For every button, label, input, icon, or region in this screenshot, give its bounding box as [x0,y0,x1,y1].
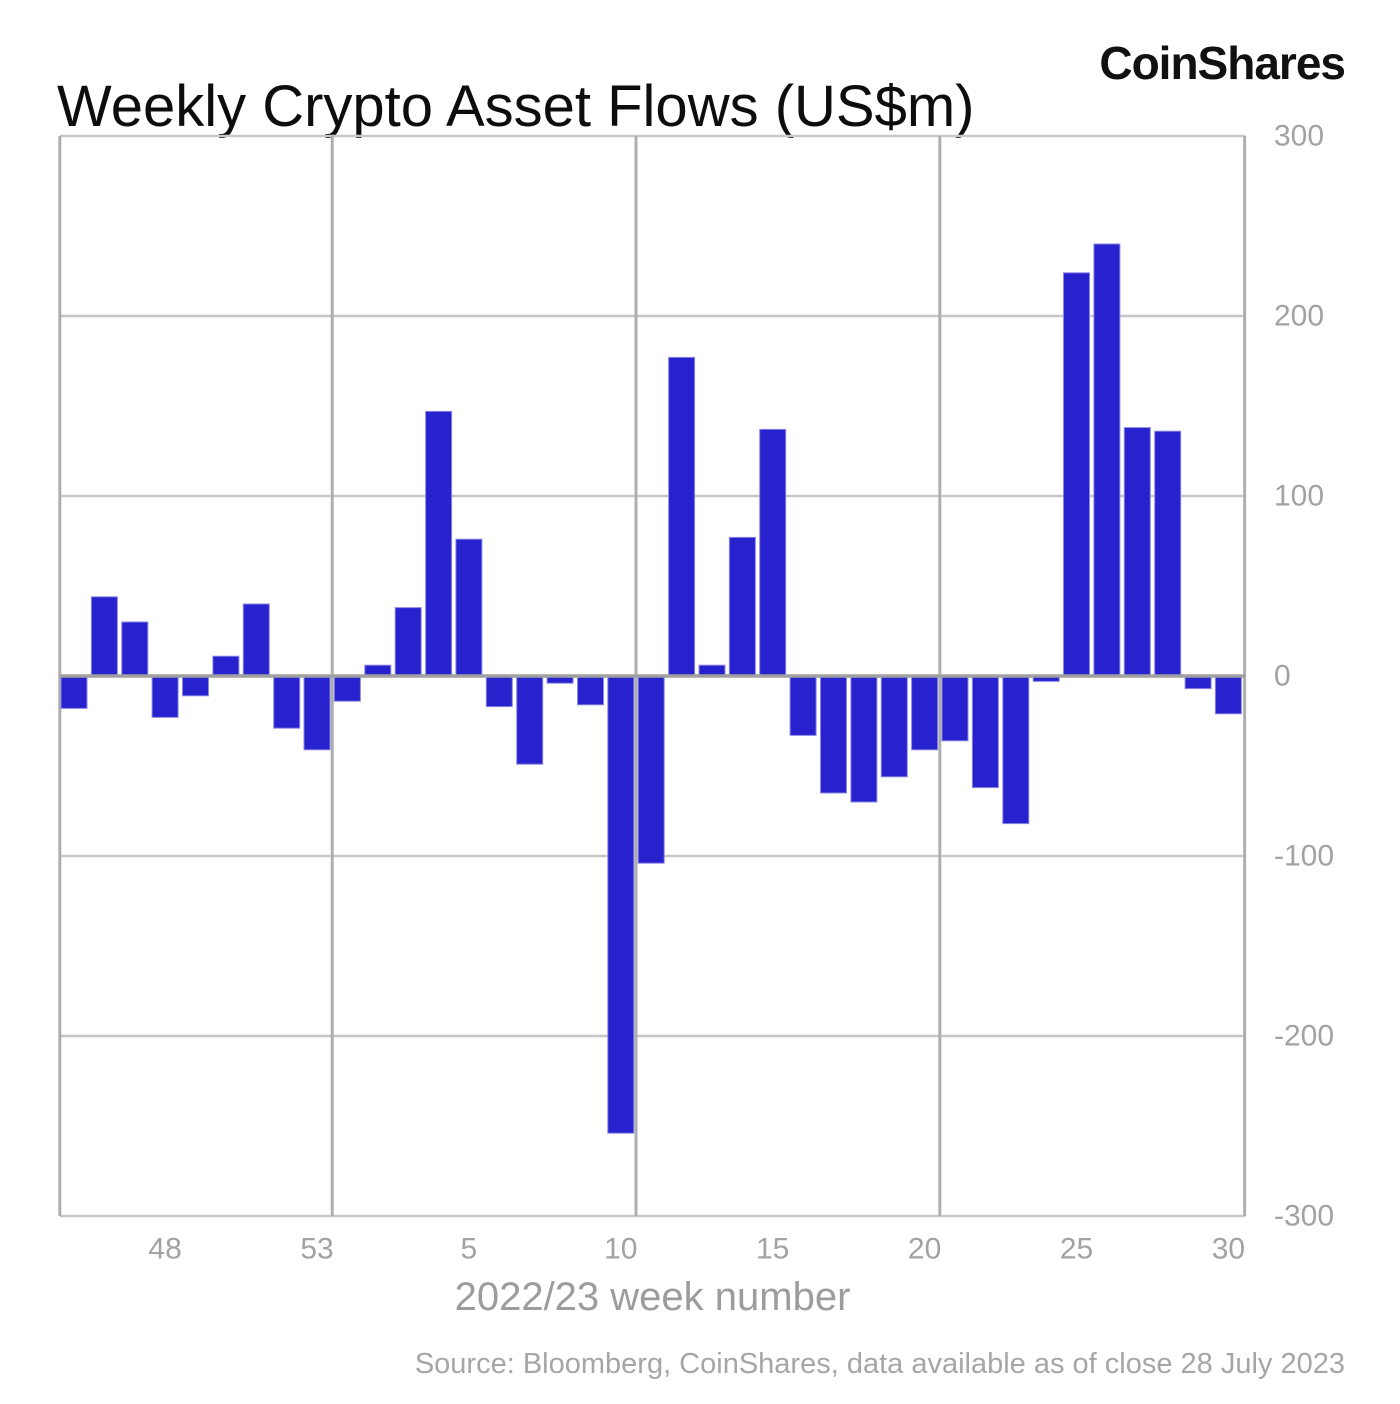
bar-week-17 [820,675,847,794]
y-tick-label--300: -300 [1274,1200,1334,1233]
bar-week-9 [577,675,604,706]
bar-week-18 [850,675,878,803]
y-tick-label-300: 300 [1274,120,1324,153]
bar-week-21 [941,675,969,742]
bar-week-25 [1063,272,1090,677]
bar-week-47 [121,621,149,677]
y-tick-label-100: 100 [1274,480,1324,513]
x-tick-label-5: 5 [461,1233,478,1266]
bar-week-3 [394,607,422,677]
bar-week-10 [607,675,635,1134]
bar-week-50 [212,655,240,677]
bar-week-4 [425,410,453,677]
bar-week-26 [1093,243,1121,677]
x-axis-title: 2022/23 week number [454,1275,851,1319]
coinshares-logo: CoinShares [1099,37,1346,89]
bar-week-20 [911,675,939,751]
bar-week-5 [455,538,483,677]
y-tick-label-200: 200 [1274,300,1324,333]
bar-week-6 [485,675,513,708]
bar-week-19 [880,675,908,778]
bar-week-11 [637,675,665,864]
x-tick-label-53: 53 [300,1233,333,1266]
bar-week-53 [303,675,331,751]
x-tick-label-25: 25 [1060,1233,1093,1266]
bar-week-30 [1214,675,1242,715]
bar-week-28 [1154,430,1182,677]
x-tick-label-15: 15 [756,1233,789,1266]
bar-week-52 [273,675,301,729]
y-tick-label--100: -100 [1274,840,1334,873]
y-tick-label-0: 0 [1274,660,1291,693]
bar-week-46 [90,596,118,677]
x-tick-label-30: 30 [1212,1233,1245,1266]
x-tick-label-20: 20 [908,1233,941,1266]
bar-week-49 [182,675,209,697]
source-note: Source: Bloomberg, CoinShares, data avai… [414,1348,1345,1380]
bar-week-45 [60,675,88,709]
x-tick-label-48: 48 [148,1233,181,1266]
bar-week-23 [1002,675,1030,825]
x-tick-label-10: 10 [604,1233,637,1266]
bar-week-48 [151,675,179,718]
y-tick-label--200: -200 [1274,1020,1334,1053]
page-title: Weekly Crypto Asset Flows (US$m) [57,73,975,139]
bar-week-27 [1123,427,1151,677]
bar-week-16 [789,675,817,736]
bar-week-51 [242,603,270,677]
bar-week-7 [516,675,544,765]
bar-week-22 [971,675,999,789]
bar-week-29 [1184,675,1212,690]
bar-week-12 [668,356,696,677]
bar-week-1 [333,675,361,702]
bar-week-15 [759,428,787,677]
bar-week-14 [728,536,756,677]
